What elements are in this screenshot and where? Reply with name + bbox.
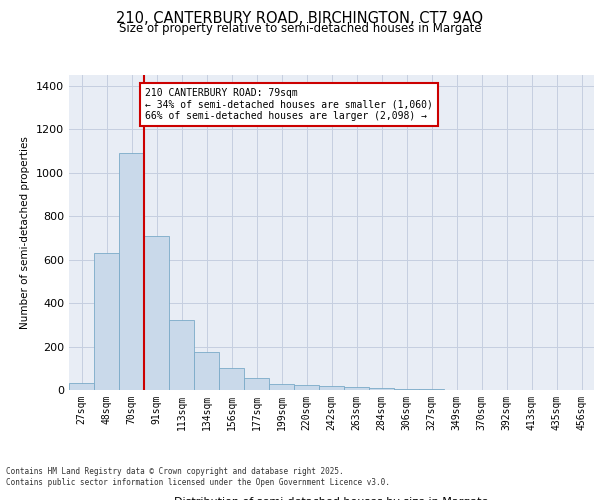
Bar [319,386,344,390]
Bar [69,384,94,390]
Bar [219,368,244,390]
Text: 210 CANTERBURY ROAD: 79sqm
← 34% of semi-detached houses are smaller (1,060)
66%: 210 CANTERBURY ROAD: 79sqm ← 34% of semi… [145,88,433,121]
X-axis label: Distribution of semi-detached houses by size in Margate: Distribution of semi-detached houses by … [175,497,488,500]
Y-axis label: Number of semi-detached properties: Number of semi-detached properties [20,136,31,329]
Bar [344,388,369,390]
Bar [294,384,319,390]
Text: Contains HM Land Registry data © Crown copyright and database right 2025.: Contains HM Land Registry data © Crown c… [6,467,344,476]
Bar [119,153,144,390]
Text: Contains public sector information licensed under the Open Government Licence v3: Contains public sector information licen… [6,478,390,487]
Bar [94,253,119,390]
Text: Size of property relative to semi-detached houses in Margate: Size of property relative to semi-detach… [119,22,481,35]
Bar [394,389,419,390]
Bar [244,378,269,390]
Bar [194,352,219,390]
Bar [369,388,394,390]
Bar [169,320,194,390]
Text: 210, CANTERBURY ROAD, BIRCHINGTON, CT7 9AQ: 210, CANTERBURY ROAD, BIRCHINGTON, CT7 9… [116,11,484,26]
Bar [144,236,169,390]
Bar [269,384,294,390]
